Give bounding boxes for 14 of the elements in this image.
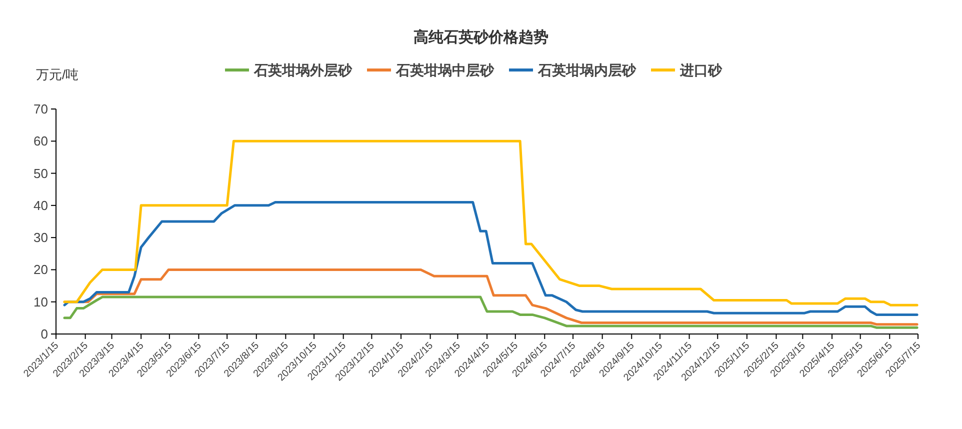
y-axis-title: 万元/吨 [36, 67, 79, 82]
y-tick-label: 10 [34, 294, 48, 310]
y-tick-label: 20 [34, 262, 48, 278]
legend-label: 石英坩埚内层砂 [537, 62, 637, 78]
legend-label: 进口砂 [679, 62, 723, 78]
legend-label: 石英坩埚中层砂 [395, 62, 495, 78]
y-tick-label: 30 [34, 230, 48, 246]
y-tick-label: 0 [40, 326, 48, 342]
y-tick-label: 40 [34, 198, 48, 213]
chart-title: 高纯石英砂价格趋势 [414, 28, 548, 46]
legend-label: 石英坩埚外层砂 [253, 62, 353, 78]
y-tick-label: 50 [34, 166, 48, 181]
y-tick-label: 60 [34, 134, 48, 149]
y-tick-label: 70 [34, 102, 48, 116]
